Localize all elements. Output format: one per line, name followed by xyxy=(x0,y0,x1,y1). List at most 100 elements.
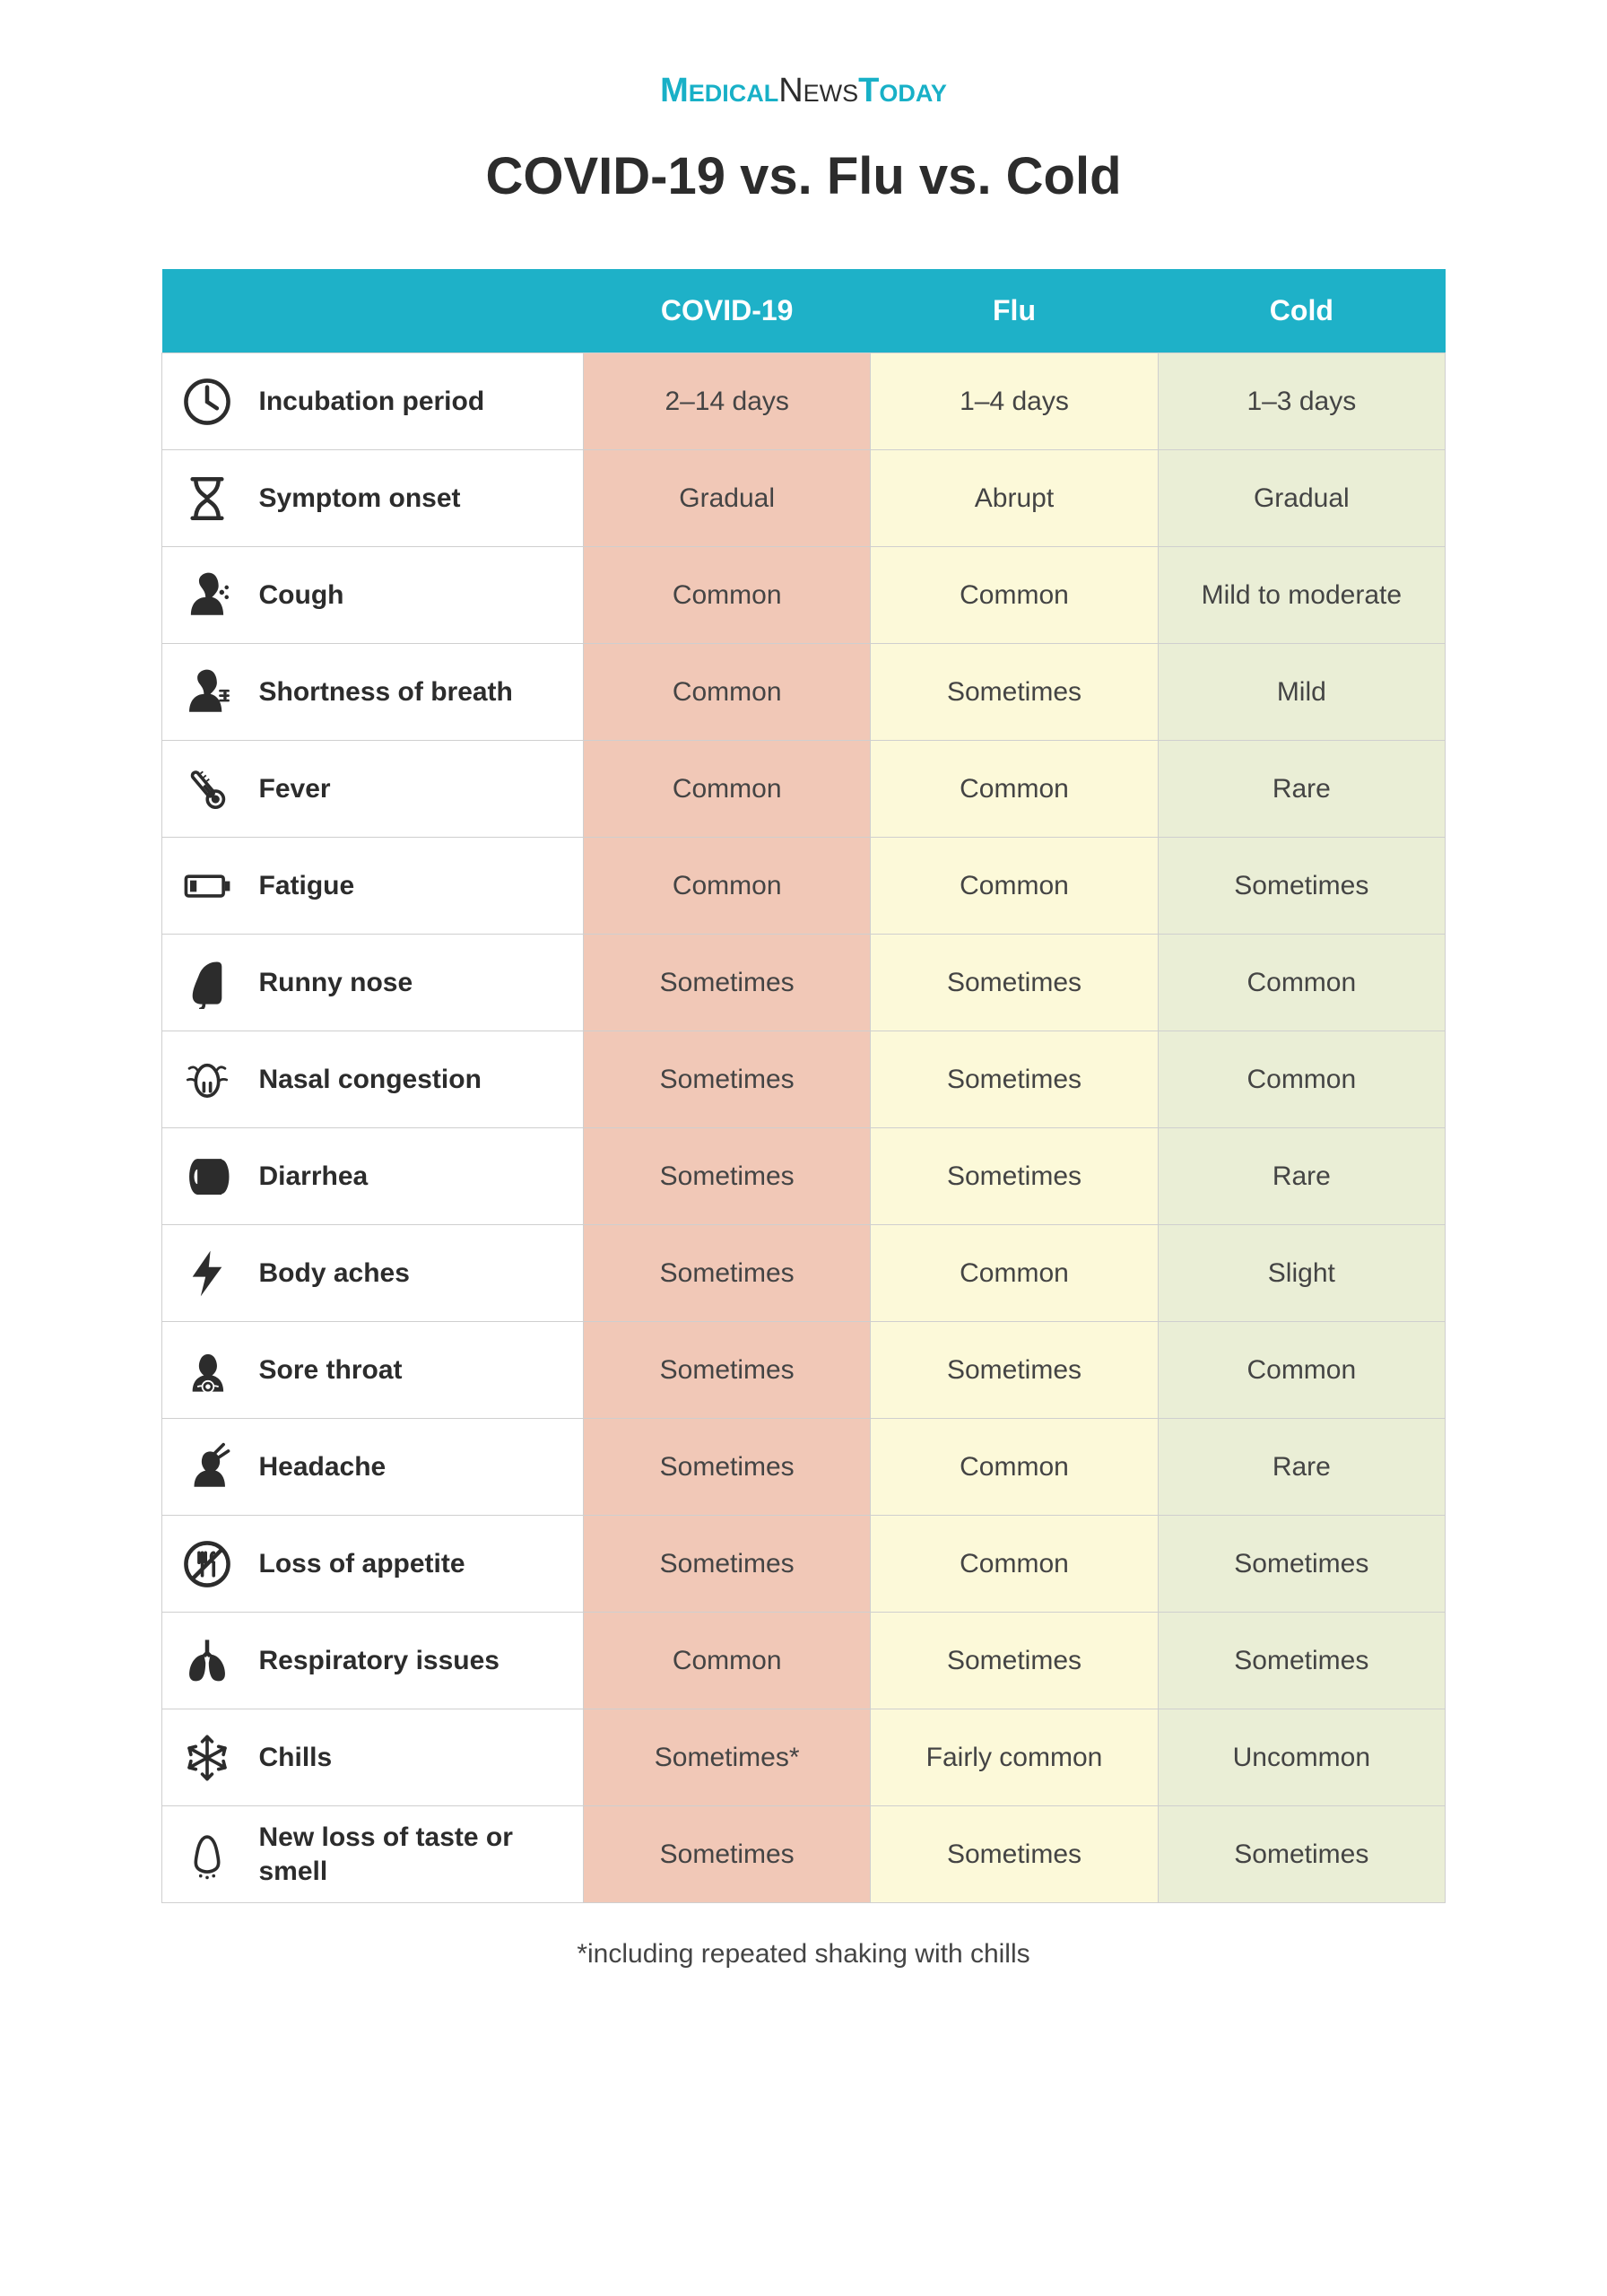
lungs-icon xyxy=(162,1613,252,1709)
header-blank xyxy=(162,269,584,353)
comparison-table: COVID-19 Flu Cold Incubation period2–14 … xyxy=(161,269,1446,1903)
cell-flu: Common xyxy=(871,741,1158,838)
brand-logo: MedicalNewsToday xyxy=(161,72,1446,110)
thermo-icon xyxy=(162,741,252,838)
cell-flu: Sometimes xyxy=(871,1322,1158,1419)
battery-icon xyxy=(162,838,252,935)
table-row: HeadacheSometimesCommonRare xyxy=(162,1419,1446,1516)
symptom-label: Runny nose xyxy=(252,935,584,1031)
cell-covid: Sometimes xyxy=(584,1516,871,1613)
header-flu: Flu xyxy=(871,269,1158,353)
symptom-label: Headache xyxy=(252,1419,584,1516)
brand-part-2: News xyxy=(778,72,858,109)
cell-covid: Sometimes xyxy=(584,1031,871,1128)
clock-icon xyxy=(162,353,252,450)
table-row: Incubation period2–14 days1–4 days1–3 da… xyxy=(162,353,1446,450)
cell-cold: Uncommon xyxy=(1158,1709,1445,1806)
symptom-label: Chills xyxy=(252,1709,584,1806)
cell-cold: Sometimes xyxy=(1158,1516,1445,1613)
symptom-label: Loss of appetite xyxy=(252,1516,584,1613)
cell-covid: Sometimes xyxy=(584,1225,871,1322)
cell-cold: 1–3 days xyxy=(1158,353,1445,450)
header-cold: Cold xyxy=(1158,269,1445,353)
headache-icon xyxy=(162,1419,252,1516)
table-row: Symptom onsetGradualAbruptGradual xyxy=(162,450,1446,547)
cell-covid: Sometimes* xyxy=(584,1709,871,1806)
cell-flu: Common xyxy=(871,1516,1158,1613)
cell-flu: Sometimes xyxy=(871,935,1158,1031)
symptom-label: Cough xyxy=(252,547,584,644)
cell-cold: Gradual xyxy=(1158,450,1445,547)
table-row: ChillsSometimes*Fairly commonUncommon xyxy=(162,1709,1446,1806)
cell-cold: Sometimes xyxy=(1158,1613,1445,1709)
cell-cold: Common xyxy=(1158,1031,1445,1128)
cell-cold: Slight xyxy=(1158,1225,1445,1322)
cell-flu: Common xyxy=(871,547,1158,644)
cell-flu: Sometimes xyxy=(871,1613,1158,1709)
cell-flu: Common xyxy=(871,838,1158,935)
symptom-label: Body aches xyxy=(252,1225,584,1322)
cell-flu: Sometimes xyxy=(871,1128,1158,1225)
snowflake-icon xyxy=(162,1709,252,1806)
symptom-label: New loss of taste or smell xyxy=(252,1806,584,1903)
noappetite-icon xyxy=(162,1516,252,1613)
throat-icon xyxy=(162,1322,252,1419)
brand-part-1: Medical xyxy=(660,72,778,109)
cell-cold: Mild xyxy=(1158,644,1445,741)
symptom-label: Symptom onset xyxy=(252,450,584,547)
footnote: *including repeated shaking with chills xyxy=(161,1939,1446,1970)
cell-covid: Sometimes xyxy=(584,1322,871,1419)
symptom-label: Sore throat xyxy=(252,1322,584,1419)
cell-covid: Common xyxy=(584,644,871,741)
cell-covid: Sometimes xyxy=(584,1419,871,1516)
table-row: Shortness of breathCommonSometimesMild xyxy=(162,644,1446,741)
cell-cold: Rare xyxy=(1158,741,1445,838)
cell-covid: Gradual xyxy=(584,450,871,547)
cell-covid: Common xyxy=(584,741,871,838)
table-row: Nasal congestionSometimesSometimesCommon xyxy=(162,1031,1446,1128)
symptom-label: Respiratory issues xyxy=(252,1613,584,1709)
table-header-row: COVID-19 Flu Cold xyxy=(162,269,1446,353)
hourglass-icon xyxy=(162,450,252,547)
cell-covid: Sometimes xyxy=(584,1806,871,1903)
cell-cold: Rare xyxy=(1158,1419,1445,1516)
symptom-label: Incubation period xyxy=(252,353,584,450)
cell-flu: Common xyxy=(871,1419,1158,1516)
cell-covid: Common xyxy=(584,547,871,644)
symptom-label: Shortness of breath xyxy=(252,644,584,741)
tp-icon xyxy=(162,1128,252,1225)
bolt-icon xyxy=(162,1225,252,1322)
table-row: Sore throatSometimesSometimesCommon xyxy=(162,1322,1446,1419)
table-row: New loss of taste or smellSometimesSomet… xyxy=(162,1806,1446,1903)
cell-flu: Abrupt xyxy=(871,450,1158,547)
cell-cold: Sometimes xyxy=(1158,1806,1445,1903)
symptom-label: Fatigue xyxy=(252,838,584,935)
symptom-label: Nasal congestion xyxy=(252,1031,584,1128)
cell-covid: Common xyxy=(584,838,871,935)
page-title: COVID-19 vs. Flu vs. Cold xyxy=(161,146,1446,206)
cell-flu: Sometimes xyxy=(871,1031,1158,1128)
breath-icon xyxy=(162,644,252,741)
header-covid: COVID-19 xyxy=(584,269,871,353)
table-row: FatigueCommonCommonSometimes xyxy=(162,838,1446,935)
runnynose-icon xyxy=(162,935,252,1031)
cell-flu: Common xyxy=(871,1225,1158,1322)
cell-cold: Sometimes xyxy=(1158,838,1445,935)
cell-cold: Common xyxy=(1158,1322,1445,1419)
cell-covid: 2–14 days xyxy=(584,353,871,450)
cough-icon xyxy=(162,547,252,644)
cell-flu: Fairly common xyxy=(871,1709,1158,1806)
table-row: Respiratory issuesCommonSometimesSometim… xyxy=(162,1613,1446,1709)
table-row: FeverCommonCommonRare xyxy=(162,741,1446,838)
nosmell-icon xyxy=(162,1806,252,1903)
cell-cold: Common xyxy=(1158,935,1445,1031)
cell-covid: Sometimes xyxy=(584,1128,871,1225)
symptom-label: Diarrhea xyxy=(252,1128,584,1225)
brand-part-3: Today xyxy=(858,72,947,109)
table-row: CoughCommonCommonMild to moderate xyxy=(162,547,1446,644)
table-row: Runny noseSometimesSometimesCommon xyxy=(162,935,1446,1031)
table-row: Loss of appetiteSometimesCommonSometimes xyxy=(162,1516,1446,1613)
symptom-label: Fever xyxy=(252,741,584,838)
cell-cold: Rare xyxy=(1158,1128,1445,1225)
cell-flu: 1–4 days xyxy=(871,353,1158,450)
